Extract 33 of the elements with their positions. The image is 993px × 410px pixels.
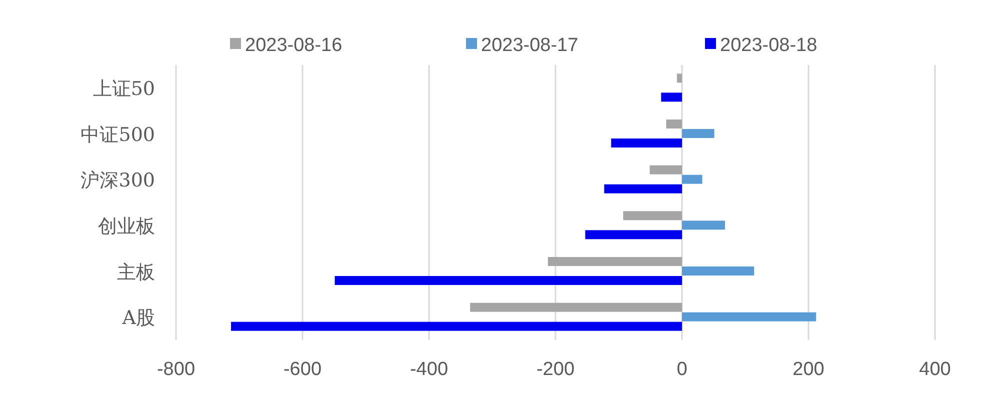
legend-label: 2023-08-17 — [481, 35, 578, 56]
bar — [682, 220, 726, 230]
bar — [682, 266, 754, 276]
bar — [548, 257, 682, 266]
x-tick-label: 0 — [676, 359, 688, 380]
x-tick-label: -400 — [410, 359, 448, 380]
legend-label: 2023-08-18 — [720, 35, 818, 56]
x-tick-label: -600 — [283, 359, 322, 380]
bar — [682, 312, 816, 322]
bar — [666, 120, 682, 128]
bar — [604, 184, 682, 194]
x-tick-label: 200 — [792, 359, 824, 380]
bar — [682, 174, 702, 184]
bar — [676, 74, 682, 83]
bar — [231, 322, 682, 331]
y-tick-label: 上证50 — [92, 78, 155, 100]
y-tick-label: A股 — [121, 307, 155, 330]
y-tick-label: 创业板 — [98, 215, 155, 238]
y-tick-label: 主板 — [117, 261, 155, 284]
bar — [334, 276, 682, 285]
bar — [661, 92, 682, 102]
y-tick-label: 沪深300 — [80, 170, 155, 192]
bar — [623, 211, 682, 220]
bar — [470, 302, 682, 312]
legend-label: 2023-08-16 — [245, 35, 342, 56]
bar — [611, 138, 682, 148]
y-tick-label: 中证500 — [80, 124, 155, 146]
bar — [650, 165, 682, 174]
bar — [585, 230, 682, 240]
x-tick-label: 400 — [919, 359, 951, 380]
bar — [682, 129, 714, 138]
x-tick-label: -800 — [156, 359, 196, 380]
x-tick-label: -200 — [536, 359, 575, 380]
